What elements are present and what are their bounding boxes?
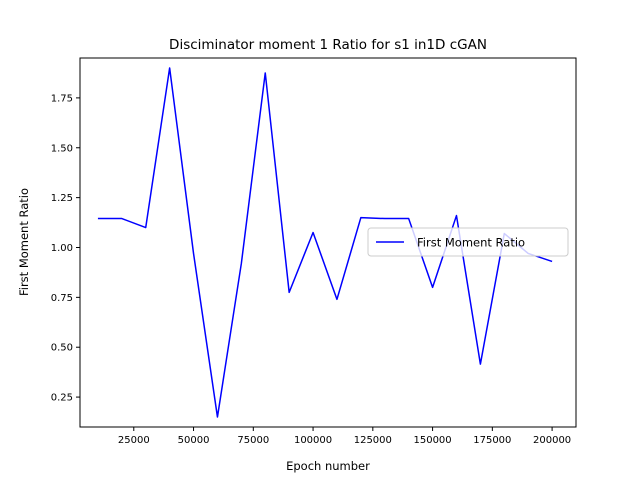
y-tick-label: 1.00 bbox=[51, 243, 73, 254]
legend-label: First Moment Ratio bbox=[417, 236, 525, 250]
x-axis-ticks: 25000 50000 75000 100000 125000 150000 175000 2… bbox=[118, 427, 571, 446]
y-axis-label: First Moment Ratio bbox=[17, 188, 31, 296]
x-tick-label: 150000 bbox=[413, 435, 451, 446]
x-tick-label: 200000 bbox=[533, 435, 571, 446]
x-tick-label: 100000 bbox=[294, 435, 332, 446]
x-tick-label: 125000 bbox=[354, 435, 392, 446]
plot-area bbox=[97, 67, 553, 418]
y-axis-ticks: 0.25 0.50 0.75 1.00 1.25 1.50 1.75 bbox=[51, 93, 80, 404]
x-tick-label: 25000 bbox=[118, 435, 150, 446]
y-tick-label: 0.50 bbox=[51, 343, 73, 354]
chart-title: Disciminator moment 1 Ratio for s1 in1D … bbox=[169, 37, 487, 53]
legend: First Moment Ratio bbox=[367, 227, 569, 257]
x-tick-label: 50000 bbox=[178, 435, 210, 446]
x-axis-label: Epoch number bbox=[286, 459, 370, 473]
series-line bbox=[97, 67, 553, 418]
x-tick-label: 75000 bbox=[237, 435, 269, 446]
axes-frame bbox=[79, 57, 577, 428]
x-tick-label: 175000 bbox=[473, 435, 511, 446]
y-tick-label: 0.25 bbox=[51, 393, 73, 404]
y-tick-label: 0.75 bbox=[51, 293, 73, 304]
y-tick-label: 1.50 bbox=[51, 143, 73, 154]
y-tick-label: 1.75 bbox=[51, 93, 73, 104]
y-tick-label: 1.25 bbox=[51, 193, 73, 204]
legend-box bbox=[367, 227, 569, 257]
